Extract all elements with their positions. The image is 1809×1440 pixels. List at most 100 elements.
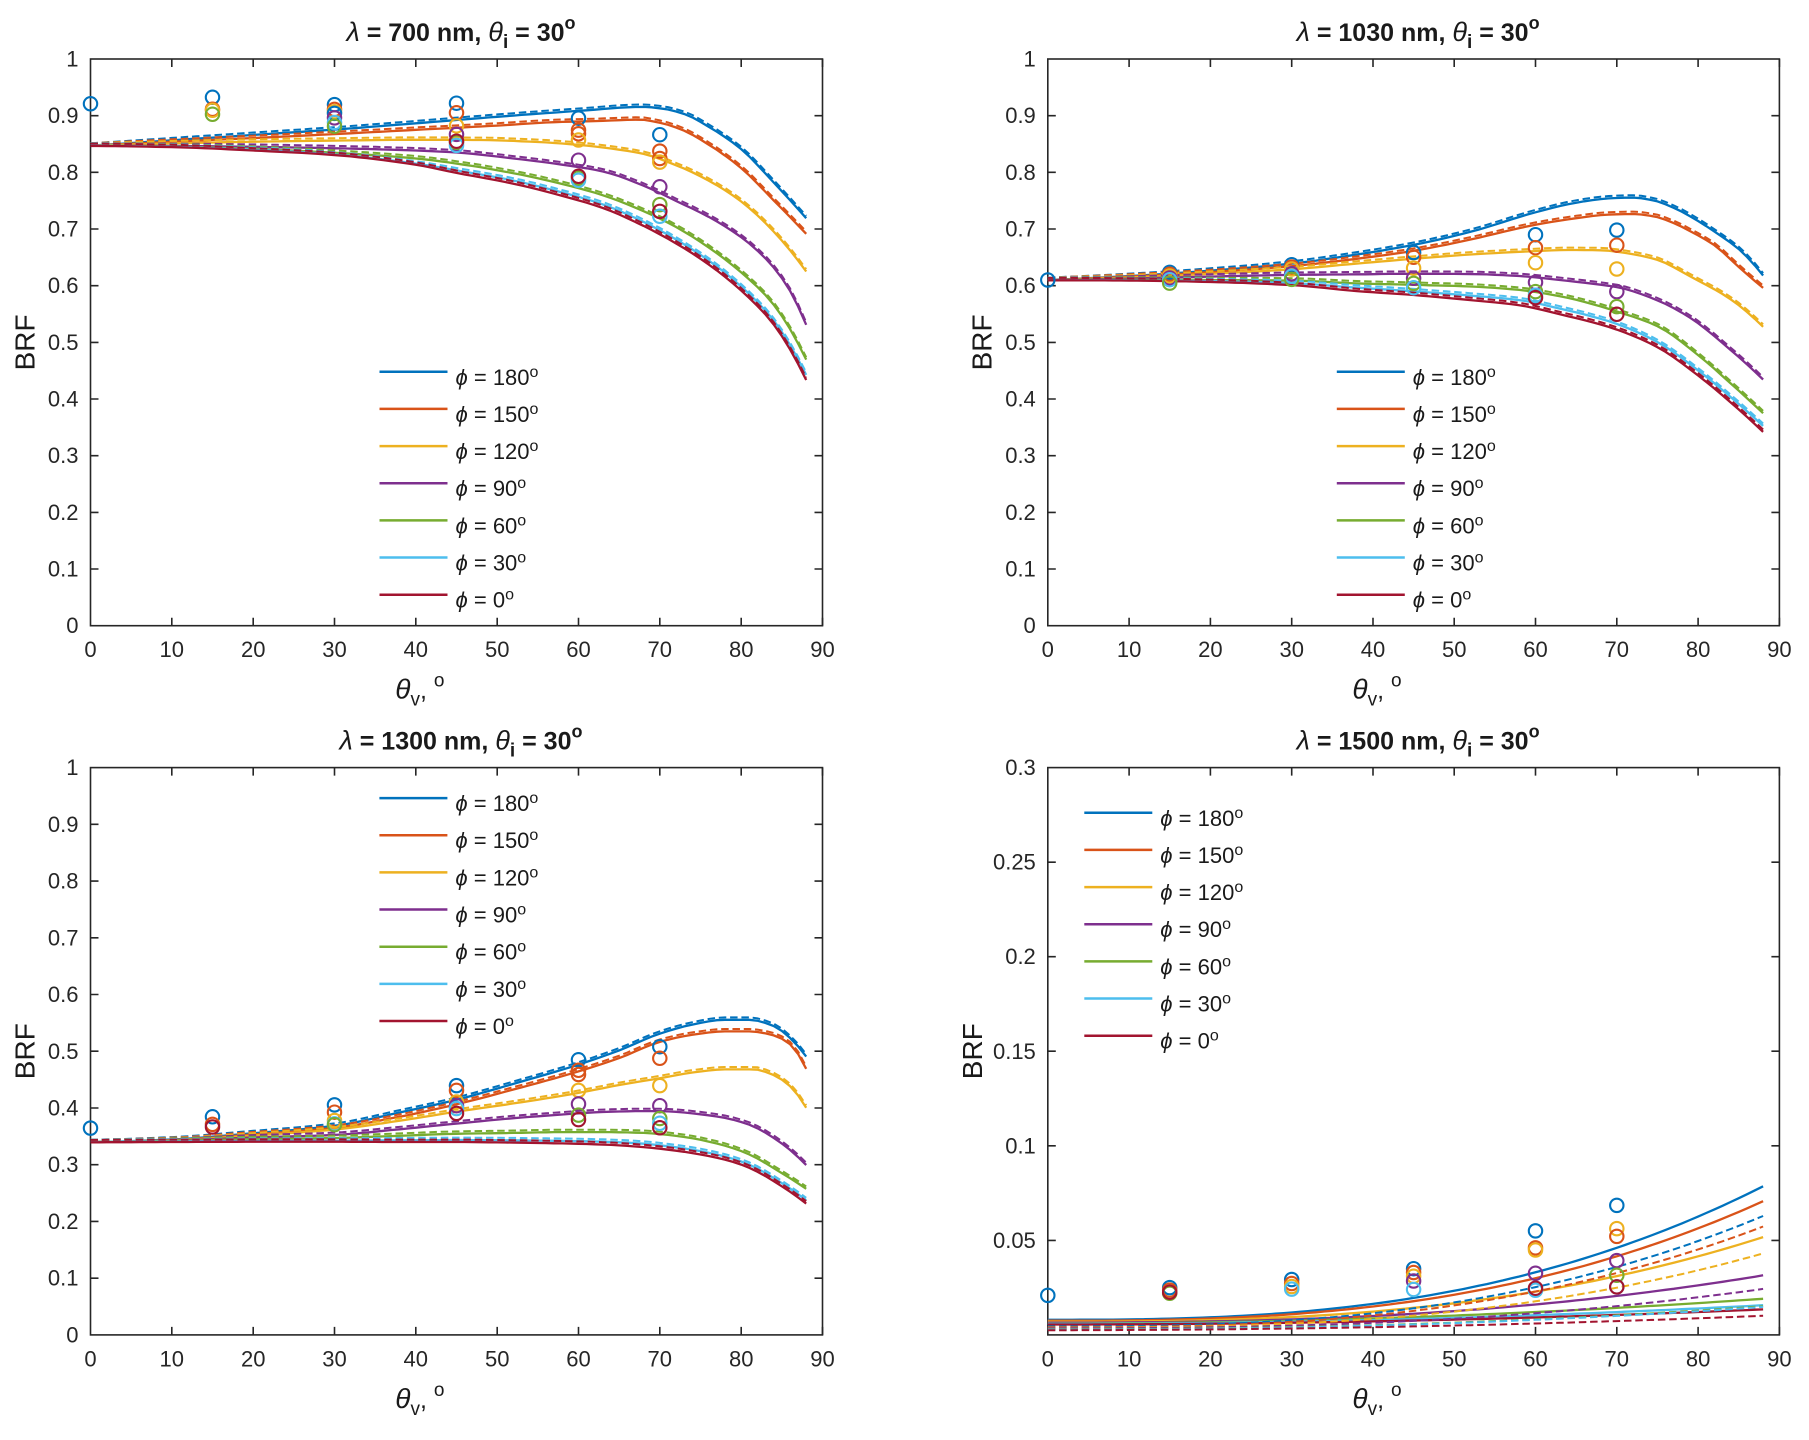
svg-text:60: 60 <box>1523 1346 1547 1371</box>
svg-text:0.5: 0.5 <box>1005 330 1036 355</box>
svg-text:1: 1 <box>66 755 78 780</box>
svg-text:0: 0 <box>66 613 78 638</box>
svg-text:10: 10 <box>1117 1346 1141 1371</box>
svg-text:70: 70 <box>1605 637 1629 662</box>
svg-text:λ = 1300 nm, θi = 30o: λ = 1300 nm, θi = 30o <box>338 722 583 762</box>
svg-text:80: 80 <box>729 1346 753 1371</box>
svg-text:80: 80 <box>1686 1346 1710 1371</box>
svg-text:0.6: 0.6 <box>48 273 79 298</box>
svg-text:0.05: 0.05 <box>993 1228 1036 1253</box>
svg-text:20: 20 <box>241 637 265 662</box>
svg-text:20: 20 <box>1198 637 1222 662</box>
svg-text:ϕ = 0o: ϕ = 0o <box>1160 1028 1219 1054</box>
svg-text:50: 50 <box>485 637 509 662</box>
svg-text:0.3: 0.3 <box>1005 443 1036 468</box>
svg-text:ϕ = 120o: ϕ = 120o <box>1160 879 1243 905</box>
svg-text:0: 0 <box>84 637 96 662</box>
svg-text:0.2: 0.2 <box>1005 944 1036 969</box>
svg-text:λ = 1030 nm, θi = 30o: λ = 1030 nm, θi = 30o <box>1295 13 1540 53</box>
svg-text:ϕ = 60o: ϕ = 60o <box>1413 512 1484 538</box>
svg-text:0.4: 0.4 <box>1005 387 1036 412</box>
svg-text:λ = 700 nm, θi = 30o: λ = 700 nm, θi = 30o <box>344 13 575 53</box>
svg-text:70: 70 <box>648 637 672 662</box>
svg-text:θv, o: θv, o <box>1352 671 1401 711</box>
svg-text:90: 90 <box>810 637 834 662</box>
svg-text:0.3: 0.3 <box>1005 755 1036 780</box>
svg-text:60: 60 <box>1523 637 1547 662</box>
svg-text:BRF: BRF <box>9 1023 40 1079</box>
svg-text:0: 0 <box>84 1346 96 1371</box>
svg-text:0.9: 0.9 <box>48 812 79 837</box>
svg-text:ϕ = 120o: ϕ = 120o <box>456 438 539 464</box>
svg-text:ϕ = 180o: ϕ = 180o <box>1160 805 1243 831</box>
svg-text:30: 30 <box>322 1346 346 1371</box>
svg-text:0.3: 0.3 <box>48 1152 79 1177</box>
svg-text:0: 0 <box>1024 613 1036 638</box>
svg-text:ϕ = 150o: ϕ = 150o <box>1413 401 1496 427</box>
svg-text:0.1: 0.1 <box>48 557 79 582</box>
svg-text:0.9: 0.9 <box>1005 103 1036 128</box>
svg-text:90: 90 <box>1767 1346 1791 1371</box>
svg-text:0.6: 0.6 <box>48 982 79 1007</box>
svg-text:0: 0 <box>66 1322 78 1347</box>
svg-text:0: 0 <box>1042 637 1054 662</box>
svg-text:50: 50 <box>485 1346 509 1371</box>
svg-text:40: 40 <box>1361 1346 1385 1371</box>
svg-text:0.6: 0.6 <box>1005 273 1036 298</box>
svg-text:30: 30 <box>1279 637 1303 662</box>
svg-text:0.9: 0.9 <box>48 103 79 128</box>
svg-text:θv, o: θv, o <box>395 671 444 711</box>
svg-text:0.7: 0.7 <box>48 925 79 950</box>
svg-text:0.4: 0.4 <box>48 387 79 412</box>
svg-text:0.3: 0.3 <box>48 443 79 468</box>
svg-text:ϕ = 30o: ϕ = 30o <box>455 976 526 1002</box>
svg-text:ϕ = 150o: ϕ = 150o <box>1160 842 1243 868</box>
svg-text:ϕ = 60o: ϕ = 60o <box>1160 953 1231 979</box>
svg-text:ϕ = 30o: ϕ = 30o <box>456 550 527 576</box>
svg-text:40: 40 <box>404 1346 428 1371</box>
svg-text:θv, o: θv, o <box>1352 1380 1401 1420</box>
svg-text:70: 70 <box>1605 1346 1629 1371</box>
svg-text:10: 10 <box>1117 637 1141 662</box>
svg-text:BRF: BRF <box>967 314 998 370</box>
svg-text:20: 20 <box>1198 1346 1222 1371</box>
svg-text:0.25: 0.25 <box>993 850 1036 875</box>
svg-text:0.7: 0.7 <box>48 217 79 242</box>
svg-text:30: 30 <box>1279 1346 1303 1371</box>
svg-text:ϕ = 0o: ϕ = 0o <box>1413 587 1472 613</box>
svg-text:80: 80 <box>729 637 753 662</box>
svg-text:0.15: 0.15 <box>993 1039 1036 1064</box>
svg-text:20: 20 <box>241 1346 265 1371</box>
svg-text:40: 40 <box>404 637 428 662</box>
svg-text:0.7: 0.7 <box>1005 217 1036 242</box>
svg-text:ϕ = 90o: ϕ = 90o <box>1413 475 1484 501</box>
svg-text:ϕ = 90o: ϕ = 90o <box>456 475 527 501</box>
svg-text:BRF: BRF <box>9 314 40 370</box>
svg-text:ϕ = 150o: ϕ = 150o <box>456 401 539 427</box>
svg-text:ϕ = 0o: ϕ = 0o <box>455 1013 514 1039</box>
svg-text:30: 30 <box>322 637 346 662</box>
svg-text:ϕ = 90o: ϕ = 90o <box>455 902 526 928</box>
svg-text:10: 10 <box>160 637 184 662</box>
svg-text:0.8: 0.8 <box>48 869 79 894</box>
svg-text:ϕ = 0o: ϕ = 0o <box>456 587 515 613</box>
svg-text:0.1: 0.1 <box>48 1266 79 1291</box>
svg-text:0.2: 0.2 <box>48 500 79 525</box>
svg-text:ϕ = 60o: ϕ = 60o <box>456 512 527 538</box>
svg-text:70: 70 <box>648 1346 672 1371</box>
svg-text:0.5: 0.5 <box>48 330 79 355</box>
svg-text:90: 90 <box>1767 637 1791 662</box>
svg-text:50: 50 <box>1442 1346 1466 1371</box>
svg-text:80: 80 <box>1686 637 1710 662</box>
svg-text:0.1: 0.1 <box>1005 557 1036 582</box>
svg-text:0.4: 0.4 <box>48 1096 79 1121</box>
svg-text:ϕ = 90o: ϕ = 90o <box>1160 916 1231 942</box>
svg-text:ϕ = 30o: ϕ = 30o <box>1413 550 1484 576</box>
svg-text:40: 40 <box>1361 637 1385 662</box>
svg-text:50: 50 <box>1442 637 1466 662</box>
svg-text:ϕ = 30o: ϕ = 30o <box>1160 991 1231 1017</box>
svg-text:0.1: 0.1 <box>1005 1133 1036 1158</box>
svg-text:ϕ = 120o: ϕ = 120o <box>1413 438 1496 464</box>
svg-text:λ = 1500 nm, θi = 30o: λ = 1500 nm, θi = 30o <box>1295 722 1540 762</box>
svg-text:ϕ = 60o: ϕ = 60o <box>455 939 526 965</box>
